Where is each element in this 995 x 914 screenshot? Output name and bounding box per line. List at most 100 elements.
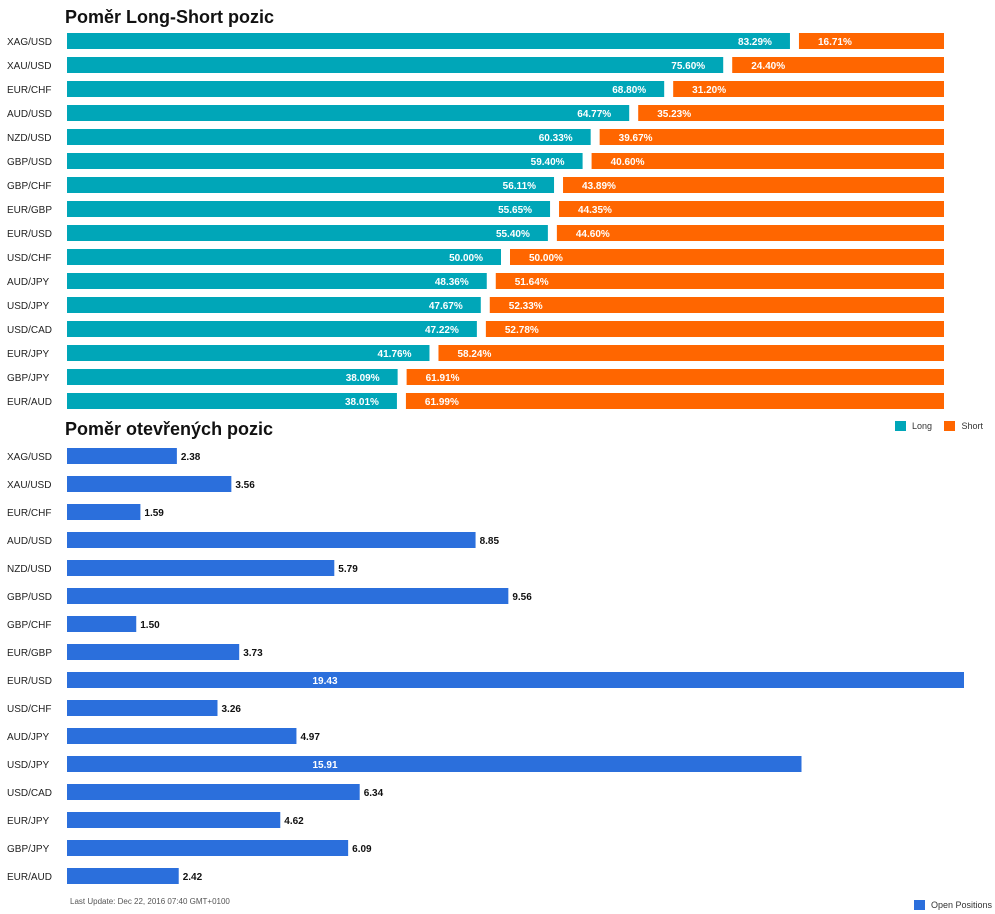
long-bar-nzd-usd — [67, 129, 591, 145]
long-value-label-aud-jpy: 48.36% — [435, 277, 469, 288]
legend-swatch-long — [894, 421, 906, 431]
long-bar-xag-usd — [67, 33, 790, 49]
category-label-eur-jpy: EUR/JPY — [7, 349, 50, 360]
short-bar-eur-chf — [673, 81, 944, 97]
long-value-label-eur-aud: 38.01% — [345, 397, 379, 408]
open-positions-bar-eur-jpy — [67, 812, 281, 828]
category-label-aud-jpy: AUD/JPY — [7, 277, 50, 288]
short-bar-usd-jpy — [489, 297, 944, 313]
open-positions-bar-eur-usd — [67, 672, 964, 688]
category-label-aud-usd: AUD/USD — [7, 109, 52, 120]
long-short-legend: Long Short — [885, 421, 983, 433]
short-bar-eur-usd — [556, 225, 944, 241]
long-value-label-gbp-usd: 59.40% — [531, 157, 565, 168]
long-bar-aud-jpy — [67, 273, 487, 289]
open-category-label-eur-aud: EUR/AUD — [7, 872, 52, 883]
open-positions-value-label-nzd-usd: 5.79 — [338, 564, 358, 575]
open-category-label-gbp-jpy: GBP/JPY — [7, 844, 50, 855]
open-category-label-nzd-usd: NZD/USD — [7, 564, 51, 575]
long-value-label-eur-jpy: 41.76% — [378, 349, 412, 360]
category-label-eur-aud: EUR/AUD — [7, 397, 52, 408]
short-bar-usd-cad — [485, 321, 944, 337]
short-value-label-eur-chf: 31.20% — [692, 85, 726, 96]
legend-label-open: Open Positions — [931, 900, 993, 910]
category-label-eur-chf: EUR/CHF — [7, 85, 51, 96]
open-category-label-usd-cad: USD/CAD — [7, 788, 52, 799]
open-category-label-eur-chf: EUR/CHF — [7, 508, 51, 519]
open-positions-value-label-aud-jpy: 4.97 — [300, 732, 320, 743]
last-update-note: Last Update: Dec 22, 2016 07:40 GMT+0100 — [70, 897, 230, 906]
short-value-label-aud-usd: 35.23% — [657, 109, 691, 120]
long-short-chart-title: Poměr Long-Short pozic — [65, 7, 274, 27]
category-label-eur-gbp: EUR/GBP — [7, 205, 52, 216]
open-positions-bar-xag-usd — [67, 448, 177, 464]
open-category-label-eur-jpy: EUR/JPY — [7, 816, 50, 827]
long-bar-aud-usd — [67, 105, 630, 121]
short-bar-usd-chf — [510, 249, 944, 265]
long-bar-usd-jpy — [67, 297, 481, 313]
open-positions-chart-title: Poměr otevřených pozic — [65, 419, 274, 439]
category-label-usd-cad: USD/CAD — [7, 325, 52, 336]
open-positions-bar-xau-usd — [67, 476, 232, 492]
open-positions-bar-aud-jpy — [67, 728, 297, 744]
long-value-label-eur-chf: 68.80% — [612, 85, 646, 96]
short-bar-gbp-jpy — [406, 369, 944, 385]
long-bar-usd-chf — [67, 249, 501, 265]
legend-label-long: Long — [911, 421, 932, 431]
legend-item-long[interactable]: Long — [894, 421, 932, 431]
short-value-label-xag-usd: 16.71% — [818, 37, 852, 48]
category-label-usd-jpy: USD/JPY — [7, 301, 50, 312]
open-category-label-xau-usd: XAU/USD — [7, 480, 51, 491]
short-bar-eur-jpy — [438, 345, 944, 361]
long-value-label-gbp-chf: 56.11% — [503, 181, 536, 192]
short-value-label-eur-gbp: 44.35% — [578, 205, 612, 216]
short-value-label-eur-usd: 44.60% — [576, 229, 610, 240]
short-bar-gbp-chf — [563, 177, 944, 193]
long-value-label-xag-usd: 83.29% — [738, 37, 772, 48]
open-positions-value-label-aud-usd: 8.85 — [480, 536, 500, 547]
short-bar-eur-aud — [405, 393, 945, 409]
short-value-label-gbp-chf: 43.89% — [582, 181, 616, 192]
open-positions-legend[interactable]: Open Positions — [914, 900, 992, 910]
category-label-eur-usd: EUR/USD — [7, 229, 52, 240]
long-value-label-usd-jpy: 47.67% — [429, 301, 463, 312]
long-value-label-eur-usd: 55.40% — [496, 229, 530, 240]
open-positions-bar-eur-aud — [67, 868, 179, 884]
legend-swatch-open — [914, 900, 925, 910]
open-category-label-eur-usd: EUR/USD — [7, 676, 52, 687]
long-bar-gbp-usd — [67, 153, 583, 169]
short-value-label-usd-jpy: 52.33% — [509, 301, 543, 312]
open-category-label-aud-usd: AUD/USD — [7, 536, 52, 547]
category-label-nzd-usd: NZD/USD — [7, 133, 51, 144]
open-positions-value-label-xag-usd: 2.38 — [181, 452, 201, 463]
long-value-label-aud-usd: 64.77% — [577, 109, 611, 120]
short-value-label-gbp-usd: 40.60% — [611, 157, 645, 168]
long-value-label-gbp-jpy: 38.09% — [346, 373, 380, 384]
open-positions-bar-gbp-jpy — [67, 840, 349, 856]
legend-swatch-short — [944, 421, 956, 431]
legend-item-short[interactable]: Short — [944, 421, 983, 431]
open-positions-bar-eur-chf — [67, 504, 141, 520]
short-bar-xag-usd — [798, 33, 944, 49]
short-value-label-eur-aud: 61.99% — [425, 397, 459, 408]
long-value-label-usd-cad: 47.22% — [425, 325, 459, 336]
long-value-label-nzd-usd: 60.33% — [539, 133, 573, 144]
open-category-label-gbp-usd: GBP/USD — [7, 592, 52, 603]
short-value-label-aud-jpy: 51.64% — [515, 277, 549, 288]
open-category-label-usd-jpy: USD/JPY — [7, 760, 50, 771]
short-value-label-usd-cad: 52.78% — [505, 325, 539, 336]
open-positions-value-label-gbp-jpy: 6.09 — [352, 844, 372, 855]
long-bar-gbp-chf — [67, 177, 555, 193]
open-positions-value-label-gbp-usd: 9.56 — [512, 592, 532, 603]
category-label-gbp-usd: GBP/USD — [7, 157, 52, 168]
open-positions-value-label-eur-chf: 1.59 — [144, 508, 164, 519]
short-bar-gbp-usd — [591, 153, 944, 169]
short-bar-aud-jpy — [495, 273, 944, 289]
long-value-label-xau-usd: 75.60% — [671, 61, 705, 72]
short-bar-aud-usd — [638, 105, 944, 121]
open-positions-bar-nzd-usd — [67, 560, 335, 576]
long-bar-gbp-jpy — [67, 369, 398, 385]
long-value-label-eur-gbp: 55.65% — [498, 205, 532, 216]
open-positions-bar-usd-chf — [67, 700, 218, 716]
long-bar-eur-gbp — [67, 201, 551, 217]
